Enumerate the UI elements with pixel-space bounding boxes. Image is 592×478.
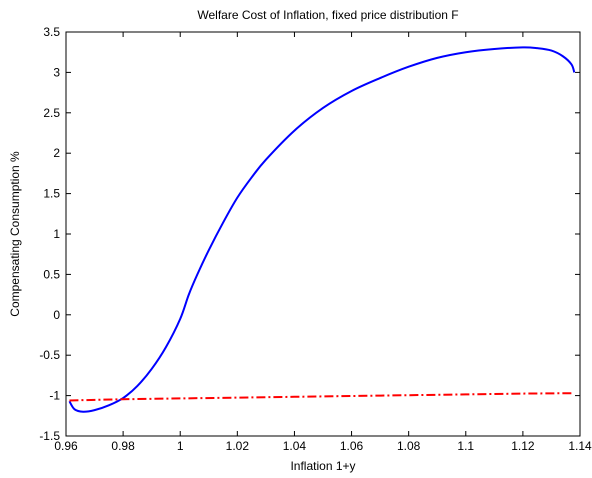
y-tick-label: 0 [53,308,60,322]
y-tick-label: -0.5 [39,348,60,362]
x-tick-label: 1.06 [340,439,364,453]
x-tick-label: 1.14 [568,439,592,453]
x-tick-label: 0.98 [111,439,135,453]
x-tick-label: 1.12 [511,439,535,453]
plot-area [65,31,581,437]
y-tick-label: 2.5 [43,106,60,120]
y-tick-label: -1 [49,389,60,403]
y-tick-label: -1.5 [39,429,60,443]
y-axis-label: Compensating Consumption % [8,151,22,317]
y-tick-label: 3 [53,65,60,79]
y-tick-label: 1.5 [43,187,60,201]
x-tick-label: 1.1 [457,439,474,453]
chart-title: Welfare Cost of Inflation, fixed price d… [197,8,458,22]
y-tick-label: 1 [53,227,60,241]
y-tick-label: 0.5 [43,267,60,281]
x-axis-label: Inflation 1+y [290,459,355,473]
x-tick-label: 0.96 [54,439,78,453]
x-tick-label: 1.02 [226,439,250,453]
y-axis: -1.5 -1 -0.5 0 0.5 1 1.5 2 2.5 3 3.5 [39,25,580,443]
series-layer [68,46,576,413]
blue-curve-series [68,46,576,413]
x-axis: 0.96 0.98 1 1.02 1.04 1.06 1.08 1.1 1.12 1.14 [54,32,592,453]
x-tick-label: 1 [177,439,184,453]
y-tick-label: 3.5 [43,25,60,39]
y-tick-label: 2 [53,146,60,160]
x-tick-label: 1.08 [397,439,421,453]
x-tick-label: 1.04 [283,439,307,453]
